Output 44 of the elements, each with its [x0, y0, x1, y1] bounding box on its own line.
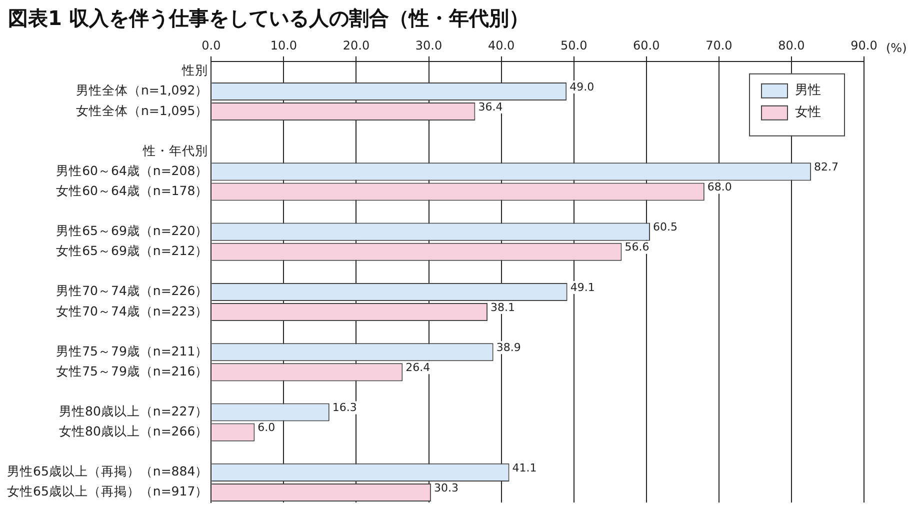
y-tick-label: 男性80歳以上（n=227）: [58, 404, 208, 419]
data-label: 16.3: [332, 401, 357, 414]
y-tick-label: 性別: [181, 62, 208, 78]
y-tick-label: 女性70～74歳（n=223）: [56, 303, 208, 318]
data-label: 60.5: [653, 220, 678, 234]
chart-title: 図表1 収入を伴う仕事をしている人の割合（性・年代別）: [7, 5, 530, 32]
x-tick-label: 70.0: [706, 38, 732, 52]
y-tick-label: 男性全体（n=1,092）: [76, 82, 208, 98]
y-tick-label: 男性60～64歳（n=208）: [56, 162, 208, 178]
y-tick-label: 女性全体（n=1,095）: [76, 102, 208, 118]
x-tick-label: 50.0: [560, 38, 588, 52]
data-label: 56.6: [624, 240, 650, 254]
y-tick-label: 女性60～64歳（n=178）: [56, 182, 208, 198]
y-tick-label: 女性65～69歳（n=212）: [56, 243, 208, 258]
x-tick-label: 40.0: [488, 38, 515, 52]
y-tick-label: 男性75～79歳（n=211）: [56, 343, 208, 358]
y-tick-label: 女性80歳以上（n=266）: [58, 424, 208, 439]
legend-label: 女性: [795, 104, 821, 120]
x-tick-label: 90.0: [850, 38, 878, 52]
x-tick-label: 0.0: [202, 38, 221, 52]
data-label: 6.0: [258, 421, 276, 434]
data-label: 26.4: [406, 361, 430, 374]
x-tick-label: 80.0: [778, 38, 805, 52]
data-label: 68.0: [707, 180, 732, 194]
data-label: 41.1: [512, 461, 537, 474]
x-axis-title: (%): [886, 40, 907, 55]
y-tick-label: 男性65～69歳（n=220）: [56, 223, 208, 238]
data-label: 38.1: [490, 300, 516, 314]
x-tick-label: 20.0: [342, 38, 370, 52]
data-label: 36.4: [478, 100, 503, 114]
x-tick-label: 30.0: [415, 38, 442, 52]
y-tick-label: 女性65歳以上（再掲）（n=917）: [6, 484, 208, 499]
y-tick-label: 男性65歳以上（再掲）（n=884）: [6, 464, 208, 479]
x-tick-label: 60.0: [633, 38, 660, 52]
data-label: 49.0: [570, 80, 594, 94]
legend-label: 男性: [795, 82, 821, 98]
y-tick-label: 女性75～79歳（n=216）: [56, 363, 208, 378]
y-tick-label: 男性70～74歳（n=226）: [56, 283, 208, 298]
y-tick-label: 性・年代別: [142, 142, 208, 158]
x-tick-label: 10.0: [270, 38, 298, 52]
data-label: 38.9: [496, 340, 521, 354]
data-label: 49.1: [570, 280, 595, 294]
data-label: 30.3: [434, 481, 458, 494]
data-label: 82.7: [814, 160, 839, 174]
